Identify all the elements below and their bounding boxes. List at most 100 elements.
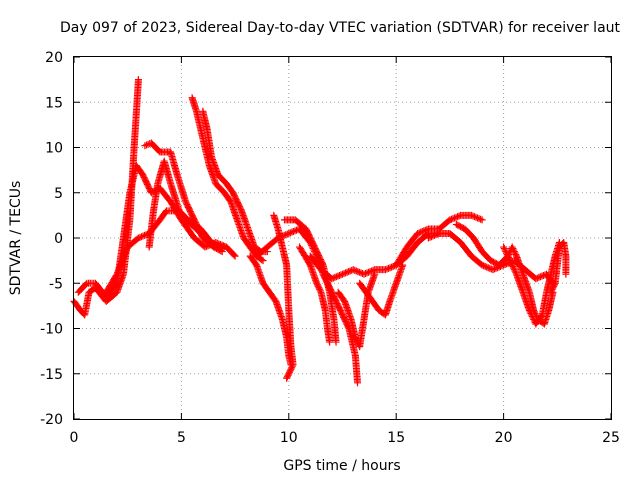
data-point xyxy=(316,287,324,295)
data-point xyxy=(503,251,511,259)
data-point xyxy=(511,249,519,257)
data-point xyxy=(286,367,294,375)
data-point xyxy=(287,365,295,373)
data-point xyxy=(354,268,362,276)
data-point xyxy=(142,141,150,149)
data-point xyxy=(510,246,518,254)
data-point xyxy=(510,264,518,272)
plot-frame xyxy=(73,56,612,420)
data-point xyxy=(316,285,324,293)
data-point xyxy=(484,264,492,272)
data-point xyxy=(362,270,370,278)
data-point xyxy=(368,267,376,275)
data-point xyxy=(351,266,359,274)
x-tick-label: 10 xyxy=(280,430,298,446)
data-point xyxy=(509,263,517,271)
data-point xyxy=(414,229,422,237)
data-point xyxy=(354,379,362,387)
chart-title: Day 097 of 2023, Sidereal Day-to-day VTE… xyxy=(60,20,621,36)
data-point xyxy=(532,275,540,283)
data-point xyxy=(331,273,339,281)
data-point xyxy=(285,370,293,378)
data-point xyxy=(434,230,442,238)
data-point xyxy=(548,287,556,295)
data-point xyxy=(530,315,538,323)
y-tick-label: -10 xyxy=(40,322,63,338)
data-point xyxy=(289,361,297,369)
data-point xyxy=(525,306,533,314)
data-point xyxy=(326,338,334,346)
data-point xyxy=(201,243,209,251)
data-point xyxy=(283,373,291,381)
data-point xyxy=(313,281,321,289)
data-point xyxy=(282,231,290,239)
series-satellite-track-7 xyxy=(199,107,271,256)
y-tick-label: 0 xyxy=(54,231,63,247)
data-point xyxy=(329,274,337,282)
data-point xyxy=(510,248,518,256)
data-point xyxy=(365,268,373,276)
data-point xyxy=(288,364,296,372)
data-point xyxy=(500,243,508,251)
series-satellite-track-16 xyxy=(392,211,486,269)
data-point xyxy=(529,314,537,322)
data-point xyxy=(381,266,389,274)
data-point xyxy=(388,263,396,271)
data-point xyxy=(286,229,294,237)
data-point xyxy=(550,282,558,290)
data-point xyxy=(284,371,292,379)
data-point xyxy=(549,284,557,292)
data-point xyxy=(345,268,353,276)
data-point xyxy=(141,231,149,239)
data-point xyxy=(259,257,267,265)
data-point xyxy=(332,338,340,346)
data-point xyxy=(334,272,342,280)
data-point xyxy=(389,262,397,270)
data-point xyxy=(538,272,546,280)
series-satellite-track-12 xyxy=(296,243,334,346)
data-point xyxy=(141,142,149,150)
data-point xyxy=(283,374,291,382)
data-point xyxy=(426,233,434,241)
data-point xyxy=(504,252,512,260)
data-point xyxy=(315,284,323,292)
data-point xyxy=(139,232,147,240)
x-tick-label: 5 xyxy=(177,430,186,446)
data-point xyxy=(363,269,371,277)
data-point xyxy=(427,233,435,241)
data-point xyxy=(478,261,486,269)
data-point xyxy=(480,262,488,270)
data-point xyxy=(502,248,510,256)
data-point xyxy=(506,257,514,265)
data-point xyxy=(446,216,454,224)
data-point xyxy=(288,228,296,236)
series-satellite-track-5 xyxy=(145,157,224,251)
y-tick-label: 5 xyxy=(54,186,63,202)
data-point xyxy=(231,252,239,260)
data-point xyxy=(383,265,391,273)
series-satellite-track-18 xyxy=(452,220,557,328)
data-point xyxy=(340,270,348,278)
data-point xyxy=(526,308,534,316)
data-point xyxy=(505,254,513,262)
data-point xyxy=(478,216,486,224)
series-satellite-track-15 xyxy=(356,261,407,319)
series-satellite-track-6 xyxy=(188,94,267,265)
data-point xyxy=(369,266,377,274)
data-point xyxy=(536,273,544,281)
data-point xyxy=(280,231,288,239)
y-tick-label: -15 xyxy=(40,367,63,383)
data-point xyxy=(423,226,431,234)
data-point xyxy=(286,368,294,376)
data-point xyxy=(283,230,291,238)
data-point xyxy=(136,233,144,241)
data-point xyxy=(477,215,485,223)
data-point xyxy=(291,227,299,235)
x-axis-title: GPS time / hours xyxy=(283,458,400,474)
data-point xyxy=(527,309,535,317)
data-point xyxy=(508,261,516,269)
data-point xyxy=(417,228,425,236)
data-point xyxy=(481,262,489,270)
y-tick-label: -20 xyxy=(40,412,63,428)
y-tick-label: 15 xyxy=(45,95,63,111)
